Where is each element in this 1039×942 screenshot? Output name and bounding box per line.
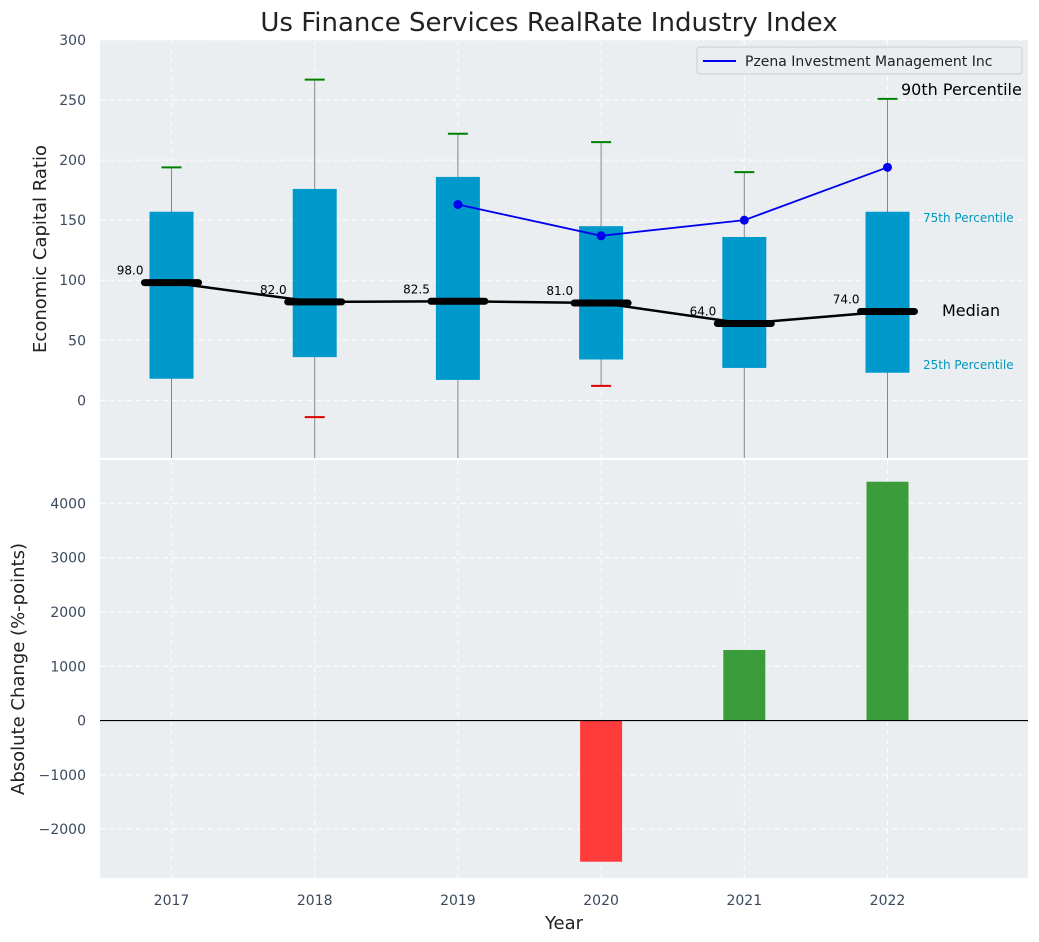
company-series-point	[739, 215, 749, 225]
change-bar	[866, 481, 909, 721]
x-tick-label: 2022	[870, 893, 906, 909]
change-bar	[580, 720, 623, 862]
bottom-y-tick-label: 0	[77, 714, 86, 730]
change-bar	[723, 650, 766, 721]
x-tick-label: 2021	[726, 893, 762, 909]
bottom-y-tick-label: 1000	[50, 659, 86, 675]
iqr-box	[722, 236, 767, 368]
top-y-ticks: 0 50 100 150 200 250 300	[59, 33, 86, 409]
median-value-label: 81.0	[546, 284, 573, 298]
x-axis-label: Year	[544, 913, 584, 934]
bottom-y-tick-label: 4000	[50, 496, 86, 512]
x-tick-label: 2017	[154, 893, 190, 909]
bottom-y-tick-label: 3000	[50, 551, 86, 567]
legend-label: Pzena Investment Management Inc	[745, 54, 992, 70]
annotation-75th: 75th Percentile	[923, 211, 1014, 225]
x-tick-label: 2020	[583, 893, 619, 909]
iqr-box	[292, 188, 337, 358]
bottom-y-axis-label: Absolute Change (%-points)	[8, 543, 29, 795]
bar-layer	[580, 481, 909, 862]
top-y-tick-label: 250	[59, 93, 86, 109]
company-series-point	[453, 200, 463, 210]
company-series-point	[883, 162, 892, 172]
top-y-tick-label: 100	[59, 273, 86, 289]
company-series-layer	[453, 162, 892, 241]
top-y-tick-label: 0	[77, 393, 86, 409]
median-line-layer: 98.0 82.0 82.5 81.0 64.0 74.0	[117, 264, 918, 327]
box-plot-layer	[149, 78, 910, 458]
x-ticks: 2017 2018 2019 2020 2021 2022	[154, 893, 906, 909]
bottom-y-tick-label: −1000	[39, 768, 86, 784]
x-tick-label: 2018	[297, 893, 333, 909]
company-series-point	[596, 231, 606, 241]
top-y-tick-label: 150	[59, 213, 86, 229]
iqr-box	[149, 211, 194, 379]
bottom-y-tick-label: 2000	[50, 605, 86, 621]
iqr-box	[865, 211, 910, 373]
chart-title: Us Finance Services RealRate Industry In…	[260, 8, 837, 38]
top-y-tick-label: 300	[59, 33, 86, 49]
annotation-25th: 25th Percentile	[923, 358, 1014, 372]
legend-box	[696, 46, 1023, 75]
top-y-tick-label: 200	[59, 153, 86, 169]
bottom-y-ticks: −2000 −1000 0 1000 2000 3000 4000	[39, 496, 86, 838]
median-value-label: 98.0	[117, 264, 144, 278]
x-tick-label: 2019	[440, 893, 476, 909]
legend: Pzena Investment Management Inc	[696, 46, 1023, 75]
bottom-y-tick-label: −2000	[39, 822, 86, 838]
iqr-box	[579, 226, 624, 360]
median-value-label: 82.0	[260, 283, 287, 297]
annotation-median: Median	[942, 301, 1000, 320]
annotation-90th: 90th Percentile	[901, 80, 1022, 99]
top-y-tick-label: 50	[68, 333, 86, 349]
company-series-line	[457, 166, 888, 237]
top-y-axis-label: Economic Capital Ratio	[30, 145, 51, 353]
median-value-label: 74.0	[833, 292, 860, 306]
median-value-label: 64.0	[690, 304, 717, 318]
median-value-label: 82.5	[403, 282, 430, 296]
iqr-box	[435, 176, 480, 380]
